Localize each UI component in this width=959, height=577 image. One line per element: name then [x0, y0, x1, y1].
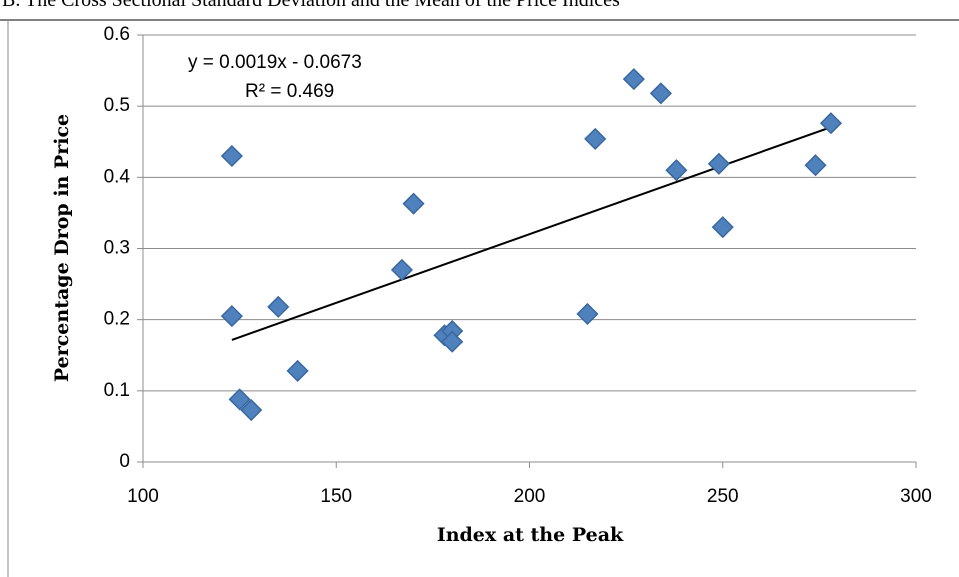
point	[707, 152, 730, 175]
y-tick-label: 0.2	[104, 309, 130, 330]
trend-equation: y = 0.0019x - 0.0673	[188, 52, 362, 73]
x-axis-title: Index at the Peak	[437, 524, 624, 546]
point	[390, 258, 414, 281]
r-squared: R² = 0.469	[245, 81, 334, 102]
y-tick-label: 0.6	[104, 24, 130, 45]
point	[220, 144, 243, 168]
y-tick-label: 0.5	[104, 95, 130, 116]
x-tick-label: 200	[514, 486, 546, 507]
point	[622, 68, 645, 91]
point	[441, 330, 464, 353]
x-tick-label: 150	[320, 486, 352, 507]
y-tick-label: 0.1	[104, 380, 130, 401]
point	[711, 216, 734, 239]
point	[665, 159, 688, 182]
point	[220, 305, 243, 328]
point	[228, 388, 251, 411]
y-tick-label: 0.3	[104, 238, 130, 259]
point	[819, 112, 843, 135]
point	[584, 127, 607, 150]
y-tick-label: 0.4	[104, 166, 131, 187]
point	[576, 302, 599, 326]
point	[402, 192, 425, 215]
page-title: B. The Cross Sectional Standard Deviatio…	[2, 0, 620, 11]
y-axis-title: Percentage Drop in Price	[51, 114, 73, 382]
x-tick-label: 300	[900, 486, 932, 507]
x-tick-label: 250	[707, 486, 739, 507]
trend-line	[231, 126, 832, 341]
point	[649, 82, 672, 105]
point	[804, 154, 827, 177]
point	[240, 398, 263, 422]
y-tick-label: 0	[119, 451, 130, 472]
point	[267, 295, 290, 318]
point	[286, 359, 309, 382]
x-tick-label: 100	[127, 486, 159, 507]
